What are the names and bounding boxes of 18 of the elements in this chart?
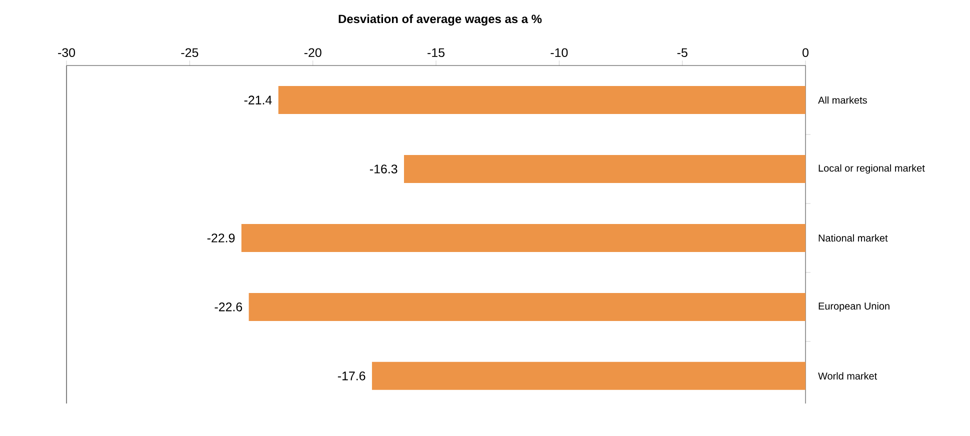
x-tick-label: -30 xyxy=(58,48,76,58)
data-label: -22.6 xyxy=(214,302,242,312)
data-label: -21.4 xyxy=(244,96,272,104)
y-tick-label: World market xyxy=(818,372,878,380)
x-tick-label: 0 xyxy=(802,48,808,58)
data-label: -17.6 xyxy=(338,372,366,380)
x-tick-label: -5 xyxy=(677,48,688,58)
x-tick-label: -15 xyxy=(428,48,444,58)
y-tick-label: Local or regional market xyxy=(818,164,925,174)
data-label: -22.9 xyxy=(207,234,235,242)
y-tick-label: European Union xyxy=(818,302,890,312)
x-tick-label: -10 xyxy=(550,48,568,58)
chart-title: Desviation of average wages as a % xyxy=(338,14,542,26)
x-tick-label: -25 xyxy=(181,48,198,58)
y-tick-label: National market xyxy=(818,234,888,242)
data-label: -16.3 xyxy=(370,164,398,174)
x-tick-label: -20 xyxy=(304,48,322,58)
y-tick-label: All markets xyxy=(818,96,867,104)
